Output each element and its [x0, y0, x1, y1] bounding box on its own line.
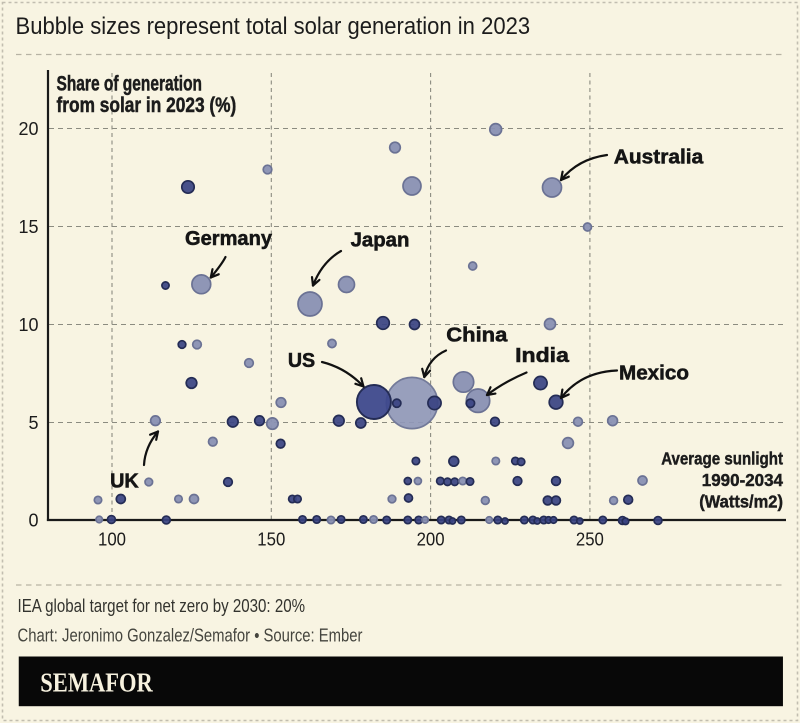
svg-text:250: 250 [576, 530, 604, 550]
svg-text:Share of generation: Share of generation [57, 73, 203, 96]
svg-text:China: China [446, 324, 508, 347]
svg-text:India: India [515, 344, 569, 367]
svg-text:200: 200 [417, 530, 445, 550]
svg-text:5: 5 [28, 413, 38, 433]
svg-text:Australia: Australia [614, 146, 704, 169]
svg-text:Bubble sizes represent total s: Bubble sizes represent total solar gener… [16, 13, 531, 40]
svg-text:100: 100 [98, 530, 126, 550]
svg-text:Germany: Germany [185, 227, 273, 250]
svg-text:Average sunlight: Average sunlight [661, 449, 783, 469]
svg-text:(Watts/m2): (Watts/m2) [699, 491, 783, 511]
svg-text:Mexico: Mexico [619, 362, 689, 385]
svg-text:1990-2034: 1990-2034 [702, 470, 783, 490]
svg-text:20: 20 [18, 119, 38, 139]
svg-text:Chart: Jeronimo Gonzalez/Semaf: Chart: Jeronimo Gonzalez/Semafor • Sourc… [18, 625, 363, 646]
svg-text:150: 150 [257, 530, 285, 550]
svg-text:10: 10 [18, 315, 38, 335]
svg-text:US: US [288, 349, 315, 372]
svg-text:15: 15 [18, 217, 38, 237]
svg-text:0: 0 [28, 511, 38, 531]
svg-text:from solar in 2023 (%): from solar in 2023 (%) [57, 94, 237, 117]
svg-text:UK: UK [110, 470, 139, 493]
svg-text:SEMAFOR: SEMAFOR [40, 667, 153, 697]
svg-text:IEA global target for net zero: IEA global target for net zero by 2030: … [18, 596, 306, 616]
svg-text:Japan: Japan [351, 229, 410, 252]
